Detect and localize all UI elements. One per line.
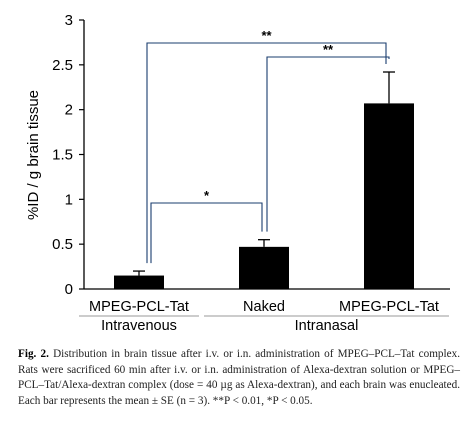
category-label-0: MPEG-PCL-Tat <box>89 299 189 315</box>
category-label-1: Naked <box>243 299 285 315</box>
category-label-2: MPEG-PCL-Tat <box>339 299 439 315</box>
y-axis-ticks: 0 0.5 1 1.5 2 2.5 3 <box>52 12 84 298</box>
bar-chart: 00.511.522.53 ***** MPEG-PCL-Tat Naked MPE… <box>25 12 450 334</box>
significance-bracket-0 <box>146 42 387 264</box>
caption-text: Distribution in brain tissue after i.v. … <box>18 348 460 407</box>
bar-0 <box>114 275 164 289</box>
y-tick-label-1: 0.5 <box>52 236 73 253</box>
bar-2 <box>364 103 414 289</box>
figure-caption: Fig. 2. Distribution in brain tissue aft… <box>18 347 460 409</box>
group-label-0: Intravenous <box>101 318 177 334</box>
bars <box>114 103 414 289</box>
significance-bracket-1 <box>266 56 390 232</box>
significance-label-1: ** <box>323 42 334 57</box>
significance-bracket-2 <box>150 202 263 264</box>
error-bars <box>133 71 395 276</box>
figure-label: Fig. 2. <box>18 348 49 360</box>
y-tick-label-5: 2.5 <box>52 57 73 74</box>
y-tick-label-0: 0 <box>65 281 73 298</box>
significance-label-0: ** <box>261 28 272 43</box>
bar-1 <box>239 246 289 289</box>
group-labels: Intravenous Intranasal <box>79 315 449 334</box>
significance-brackets: ***** <box>146 28 390 264</box>
y-tick-label-6: 3 <box>65 12 73 29</box>
category-labels: MPEG-PCL-Tat Naked MPEG-PCL-Tat <box>89 299 439 315</box>
y-tick-label-3: 1.5 <box>52 147 73 164</box>
y-tick-label-4: 2 <box>65 102 73 119</box>
y-tick-label-2: 1 <box>65 191 73 208</box>
significance-label-2: * <box>204 188 210 203</box>
y-axis-label: %ID / g brain tissue <box>25 90 42 220</box>
group-label-1: Intranasal <box>295 318 359 334</box>
